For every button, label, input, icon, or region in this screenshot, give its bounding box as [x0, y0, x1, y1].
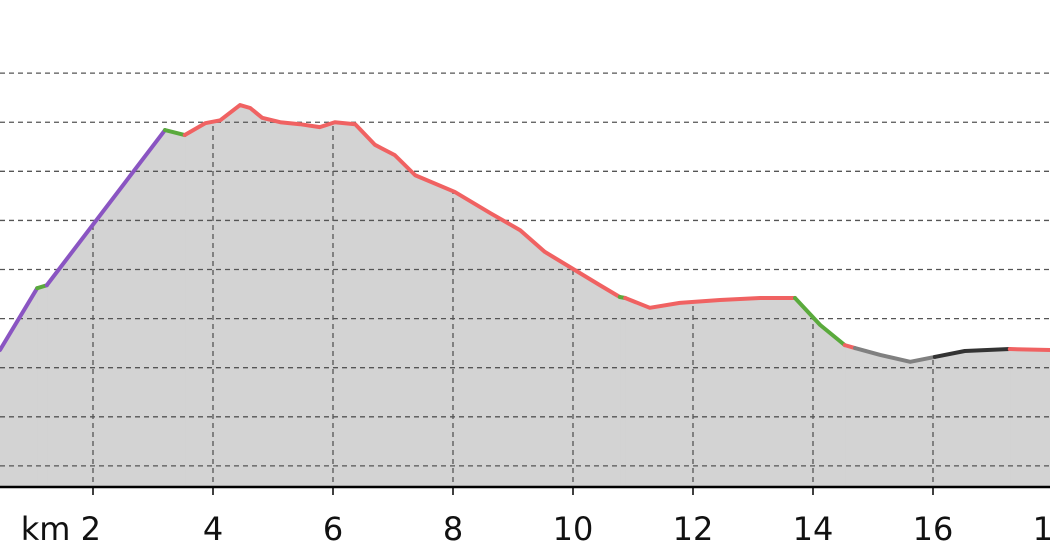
- profile-line: [623, 295, 797, 310]
- area: [46, 128, 166, 488]
- profile-line: [932, 347, 1012, 359]
- x-tick-label: 14: [793, 510, 834, 548]
- area: [36, 284, 48, 488]
- profile-lines: [0, 103, 1050, 364]
- x-tick-label: 8: [443, 510, 463, 548]
- area: [164, 129, 186, 488]
- x-tick-label: km 2: [21, 510, 101, 548]
- x-tick-label: 12: [673, 510, 714, 548]
- profile-line: [44, 128, 167, 288]
- horizontal-grid: [0, 72, 1050, 467]
- x-tick-label: 10: [553, 510, 594, 548]
- profile-line: [793, 295, 847, 348]
- profile-line: [0, 286, 40, 353]
- x-tick-label: 16: [913, 510, 954, 548]
- area-fills: [0, 104, 1050, 488]
- x-axis: km 2 4 6 8 10 12 14 16 18: [0, 485, 1050, 548]
- profile-line: [163, 128, 187, 138]
- area: [619, 296, 626, 488]
- x-tick-label: 6: [323, 510, 343, 548]
- x-tick-label: 4: [203, 510, 223, 548]
- x-tick-label: 18: [1033, 510, 1050, 548]
- profile-line: [1007, 347, 1050, 353]
- profile-line: [182, 103, 622, 300]
- area: [624, 297, 796, 488]
- profile-line: [853, 346, 937, 364]
